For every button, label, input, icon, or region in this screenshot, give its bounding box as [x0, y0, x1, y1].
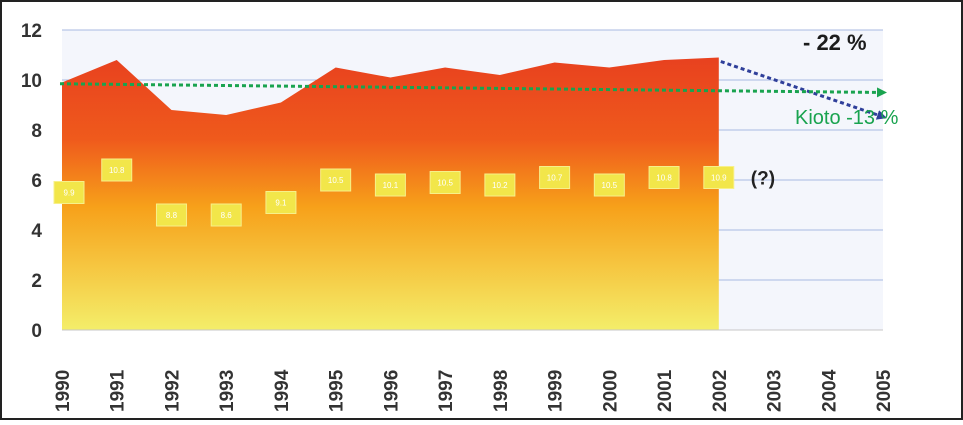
x-tick-label: 1997 — [436, 370, 457, 412]
x-tick-label: 1994 — [272, 369, 293, 412]
x-tick-label: 1996 — [381, 370, 402, 412]
value-label: 10.9 — [703, 166, 735, 189]
x-tick-label: 1998 — [491, 370, 512, 412]
value-label-box — [484, 173, 516, 197]
kyoto-13-label: Kioto -13 % — [795, 107, 899, 129]
value-label: 10.8 — [101, 158, 133, 182]
x-tick-label: 2000 — [600, 370, 621, 412]
y-tick-label: 0 — [31, 321, 42, 342]
value-label-box — [703, 166, 735, 189]
value-label-text: 10.5 — [328, 176, 344, 185]
value-label-box — [155, 203, 187, 227]
y-tick-label: 10 — [21, 71, 42, 92]
value-label-text: 10.8 — [109, 166, 125, 175]
value-label-text: 10.8 — [656, 174, 672, 183]
y-tick-label: 12 — [21, 21, 42, 42]
x-tick-label: 2005 — [874, 369, 895, 412]
x-tick-label: 2002 — [710, 370, 731, 412]
value-label-box — [374, 173, 406, 197]
value-label-text: 10.5 — [437, 179, 453, 188]
value-label: 9.1 — [265, 191, 297, 214]
value-label: 10.5 — [429, 171, 461, 194]
y-tick-label: 2 — [31, 271, 42, 292]
value-label-text: 8.8 — [166, 211, 178, 220]
value-label-box — [320, 168, 352, 192]
value-label-box — [593, 173, 625, 197]
value-labels: 9.9 10.8 8.8 8.6 9.1 10.5 10.1 10.5 10.2 10.7 10.5… — [53, 158, 775, 227]
value-label-text: 10.5 — [602, 181, 618, 190]
x-tick-label: 2001 — [655, 369, 676, 412]
x-tick-label: 2004 — [819, 369, 840, 412]
value-label: 10.5 — [320, 168, 352, 192]
value-label-box — [648, 166, 680, 189]
value-label-text: 9.9 — [63, 189, 75, 198]
target-22-arrow — [720, 60, 887, 120]
x-tick-label: 1991 — [108, 369, 129, 412]
value-label: 10.2 — [484, 173, 516, 197]
x-tick-label: 1999 — [546, 370, 567, 412]
y-tick-label: 8 — [31, 121, 42, 142]
value-label-text: 10.2 — [492, 181, 508, 190]
unknown-value-label: (?) — [751, 169, 775, 190]
target-22-label: - 22 % — [803, 30, 867, 55]
value-label: 10.1 — [374, 173, 406, 197]
value-label-text: 9.1 — [275, 199, 287, 208]
axes: 0 2 4 6 8 10 12 1990 1991 1992 1993 1994 1995 1996 199… — [21, 21, 895, 412]
annotations: - 22 % Kioto -13 % — [59, 30, 899, 129]
value-label: 10.7 — [539, 166, 571, 189]
value-label: 10.5 — [593, 173, 625, 197]
value-label-box — [539, 166, 571, 189]
value-label-box — [429, 171, 461, 194]
y-tick-label: 6 — [31, 171, 42, 192]
value-label: 8.6 — [210, 203, 242, 227]
value-label: 10.8 — [648, 166, 680, 189]
x-tick-label: 2003 — [765, 370, 786, 412]
x-tick-label: 1990 — [53, 370, 74, 412]
value-label-box — [101, 158, 133, 182]
x-tick-label: 1995 — [327, 369, 348, 412]
value-label-box — [53, 181, 85, 204]
value-label-text: 10.9 — [711, 174, 727, 183]
value-label-box — [210, 203, 242, 227]
kyoto-13-arrow — [59, 82, 887, 98]
y-tick-label: 4 — [31, 221, 42, 242]
x-tick-label: 1993 — [217, 370, 238, 412]
value-label-box — [265, 191, 297, 214]
value-label: 9.9 — [53, 181, 85, 204]
value-label-text: 8.6 — [221, 211, 233, 220]
value-label-text: 10.1 — [383, 181, 399, 190]
x-tick-label: 1992 — [162, 370, 183, 412]
value-label-text: 10.7 — [547, 174, 563, 183]
value-label: 8.8 — [155, 203, 187, 227]
